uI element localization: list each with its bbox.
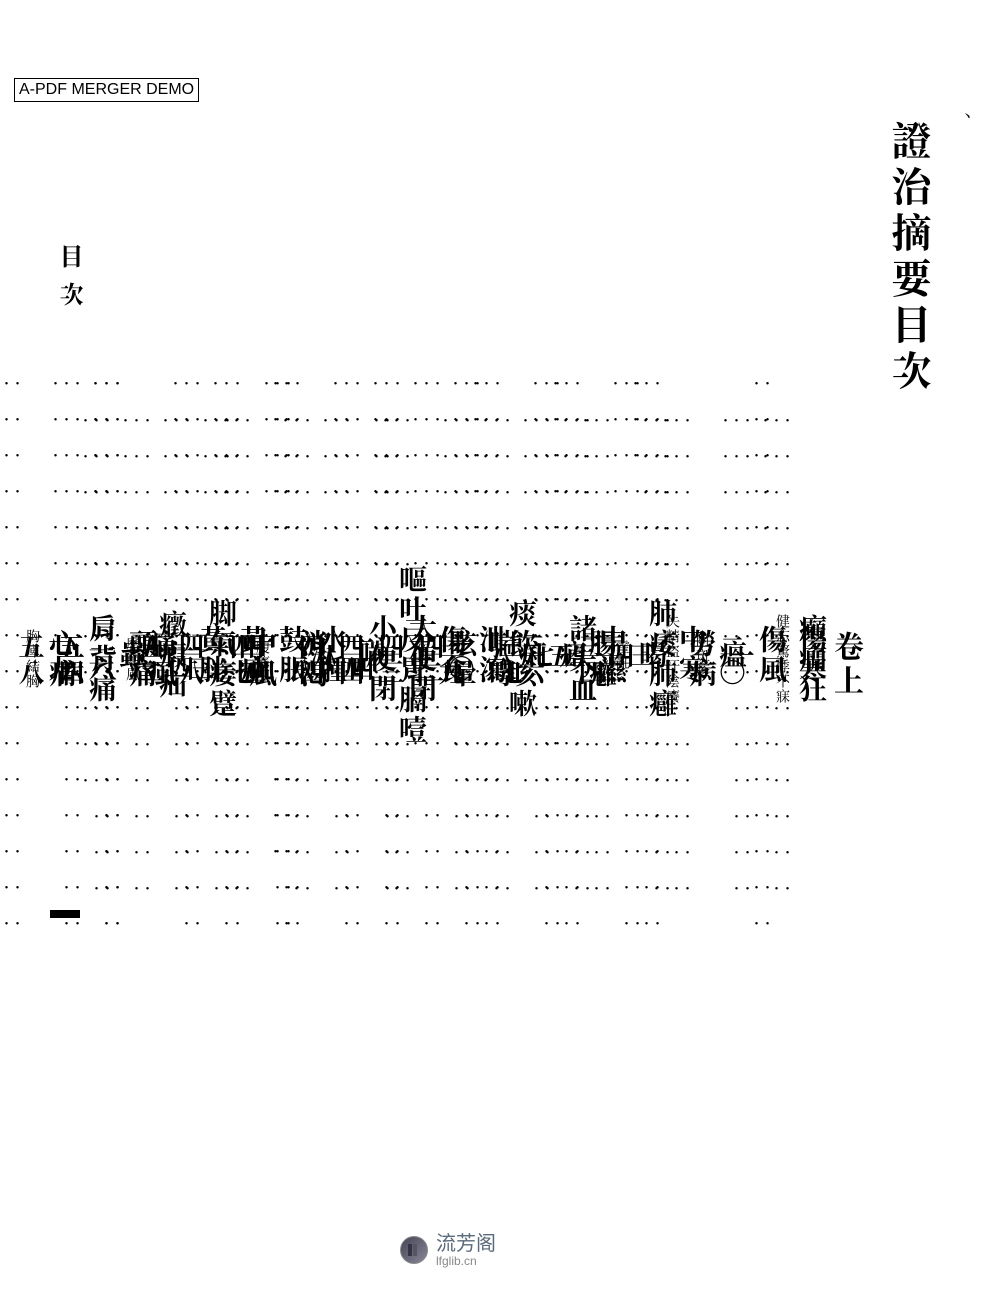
entry-title: 傷寒 <box>793 625 833 685</box>
toc-column: 鼓脹腹痛· · · · · · · · · · · · · · · · · · … <box>273 120 313 1190</box>
entry-leader: · · · · · · · · · · · · · · · · · · · · … <box>0 373 23 945</box>
main-title: 證治摘要目次 <box>883 120 940 460</box>
entry-title: 傷食 <box>433 625 473 685</box>
entry-title: 嘔吐反胃膈噎 <box>393 565 433 745</box>
page-container: 證治摘要目次 卷上 癲癇狂 健忘驚悸不寐 · · · · · · · · · ·… <box>60 120 940 1190</box>
toc-column: 瘟附斑疹· · · · · · · · · · · · · · · · · · … <box>713 120 753 1190</box>
subtitle: 卷上 <box>833 611 871 699</box>
entry-title: 瘟 <box>713 640 753 670</box>
entry-leader: · · · · · · · · · · · · · · · · · · · · … <box>80 410 113 900</box>
margin-label: 目次 <box>54 244 89 320</box>
entry-top-half: 蟲· · · · · · · · · · · · · · · · · · · ·… <box>43 410 153 900</box>
toc-column: 泄瀉· · · · · · · · · · · · · · · · · · · … <box>473 120 513 1190</box>
toc-column: 傷食宿食· · · · · · · · · · · · · · · · · · … <box>433 120 473 1190</box>
entry-annotation: 胸痺結胸 <box>23 629 43 689</box>
entry-title: 中寒 <box>673 625 713 685</box>
toc-column: 痢· · · · · · · · · · · · · · · · · · · ·… <box>513 120 553 1190</box>
footer-logo: 流芳阁 lfglib.cn <box>400 1233 496 1268</box>
entry-page: 一九 <box>43 629 80 681</box>
entry-title: 黃疸 <box>233 625 273 685</box>
entry-title: 泄瀉 <box>473 625 513 685</box>
footer-main: 流芳阁 <box>436 1233 496 1255</box>
entry-title: 蟲 <box>113 640 153 670</box>
toc-column: 中濕· · · · · · · · · · · · · · · · · · · … <box>593 120 633 1190</box>
entry-title: 鼓脹 <box>273 625 313 685</box>
page-number-mark <box>50 910 80 918</box>
right-extra-column: 卷上 癲癇狂 健忘驚悸不寐 · · · · · · · · · · · · · … <box>833 120 871 1190</box>
toc-entries: 傷寒· · · · · · · · · · · · · · · · · · · … <box>113 120 833 1190</box>
entry-title: 中濕 <box>593 625 633 685</box>
book-icon <box>400 1236 428 1264</box>
toc-column: 蟲· · · · · · · · · · · · · · · · · · · ·… <box>113 120 153 1190</box>
entry-title: 瘧 <box>553 640 593 670</box>
toc-column: 瘧· · · · · · · · · · · · · · · · · · · ·… <box>553 120 593 1190</box>
toc-column: 黃疸· · · · · · · · · · · · · · · · · · · … <box>233 120 273 1190</box>
toc-column: 中寒· · · · · · · · · · · · · · · · · · · … <box>673 120 713 1190</box>
toc-column: 水腫· · · · · · · · · · · · · · · · · · · … <box>313 120 353 1190</box>
toc-column: 傷風· · · · · · · · · · · · · · · · · · · … <box>753 120 793 1190</box>
entry-title: 噦 <box>353 640 393 670</box>
toc-column: 暍霍亂· · · · · · · · · · · · · · · · · · ·… <box>633 120 673 1190</box>
toc-column: 傷寒· · · · · · · · · · · · · · · · · · · … <box>793 120 833 1190</box>
tick-mark: 、 <box>958 100 978 129</box>
toc-column: 黃胖· · · · · · · · · · · · · · · · · · · … <box>193 120 233 1190</box>
toc-column: 噦· · · · · · · · · · · · · · · · · · · ·… <box>353 120 393 1190</box>
entry-title: 痢 <box>513 640 553 670</box>
entry-title: 暍 <box>633 640 673 670</box>
watermark-label: A-PDF MERGER DEMO <box>14 78 199 102</box>
entry-title: 傷風 <box>753 625 793 685</box>
toc-column: 嘔吐反胃膈噎· · · · · · · · · · · · · · · · · … <box>393 120 433 1190</box>
toc-column: 癥瘕疝· · · · · · · · · · · · · · · · · · ·… <box>153 120 193 1190</box>
entry-title: 水腫 <box>313 625 353 685</box>
entry-title: 癥瘕疝 <box>153 610 193 700</box>
entry-title: 黃胖 <box>193 625 233 685</box>
footer-sub: lfglib.cn <box>436 1255 496 1268</box>
